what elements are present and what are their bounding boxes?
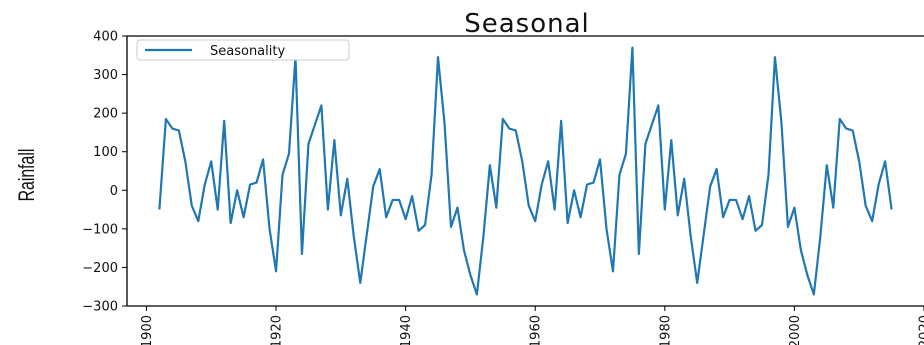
x-tick-label: 1940 (399, 315, 414, 345)
x-tick-label: 1920 (270, 315, 285, 345)
y-tick-label: 400 (93, 30, 118, 45)
legend-box (136, 39, 350, 61)
y-tick-label: 0 (110, 184, 118, 199)
y-axis-label: Rainfall (16, 149, 40, 202)
axes: −300 −200 −100 0 100 200 300 400 1900 1920 1940 196… (82, 30, 924, 345)
x-tick-label: 2020 (918, 315, 924, 345)
y-tick-label: 200 (93, 107, 118, 122)
legend: Seasonality (136, 39, 350, 61)
x-tick-label: 2000 (788, 315, 803, 345)
y-tick-label: 300 (93, 68, 118, 83)
legend-label: Seasonality (210, 44, 285, 59)
y-tick-label: −100 (82, 222, 118, 237)
y-tick-label: −300 (82, 300, 118, 315)
chart-title: Seasonal (464, 9, 590, 39)
y-tick-label: −200 (82, 261, 118, 276)
x-tick-label: 1900 (140, 315, 155, 345)
y-tick-label: 100 (93, 145, 118, 160)
series-group (158, 46, 893, 296)
x-tick-label: 1980 (658, 315, 673, 345)
x-tick-label: 1960 (529, 315, 544, 345)
series-line-seasonality (158, 46, 893, 296)
